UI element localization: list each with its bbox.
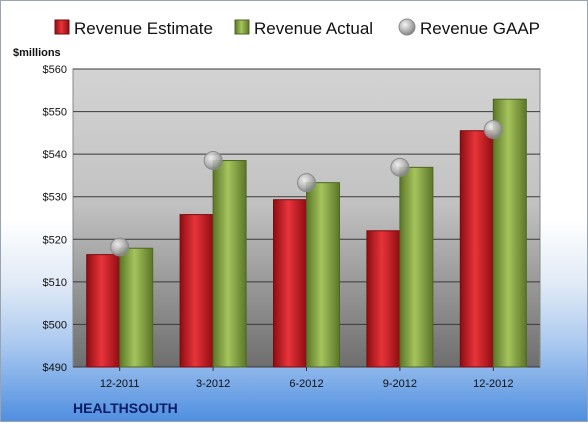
y-axis-label: $millions: [13, 47, 61, 59]
legend: Revenue Estimate Revenue Actual Revenue …: [54, 18, 540, 38]
y-tick-label: $510: [43, 277, 67, 289]
actual-bar: [119, 247, 154, 368]
actual-bar: [399, 166, 434, 368]
y-tick-label: $500: [43, 319, 67, 331]
x-tick-label: 12-2012: [473, 378, 513, 390]
gaap-marker: [203, 151, 223, 171]
y-tick-label: $520: [43, 234, 67, 246]
y-tick-label: $530: [43, 192, 67, 204]
x-tick-label: 12-2011: [100, 378, 140, 390]
y-tick-label: $560: [43, 64, 67, 76]
legend-label-actual: Revenue Actual: [254, 19, 373, 38]
estimate-bar: [459, 130, 494, 368]
bars: [86, 98, 527, 368]
axis-ticks: $490 $500 $510 $520 $530 $540 $550 $560 12-2011 3…: [43, 64, 514, 390]
legend-label-estimate: Revenue Estimate: [74, 19, 213, 38]
legend-swatch-actual: [234, 19, 250, 35]
actual-bar: [306, 182, 340, 368]
gaap-markers: [110, 119, 503, 257]
y-tick-label: $550: [43, 107, 67, 119]
company-name: HEALTHSOUTH: [73, 400, 178, 416]
estimate-bar: [366, 230, 401, 368]
estimate-bar: [86, 254, 121, 368]
legend-marker-gaap: [398, 18, 416, 36]
actual-bar: [212, 160, 247, 368]
legend-item-estimate: Revenue Estimate: [54, 19, 213, 38]
gaap-marker: [110, 237, 130, 257]
estimate-bar: [273, 199, 307, 368]
x-tick-label: 9-2012: [383, 378, 417, 390]
legend-label-gaap: Revenue GAAP: [420, 19, 540, 38]
estimate-bar: [179, 214, 214, 368]
y-tick-label: $490: [43, 362, 67, 374]
legend-item-gaap: Revenue GAAP: [398, 18, 540, 38]
x-tick-label: 3-2012: [196, 378, 230, 390]
gaap-marker: [483, 119, 503, 139]
x-tick-label: 6-2012: [289, 378, 323, 390]
gaap-marker: [297, 173, 316, 193]
y-tick-label: $540: [43, 149, 67, 161]
legend-item-actual: Revenue Actual: [234, 19, 373, 38]
actual-bar: [492, 98, 527, 368]
gaap-marker: [390, 157, 410, 177]
legend-swatch-estimate: [54, 19, 70, 35]
